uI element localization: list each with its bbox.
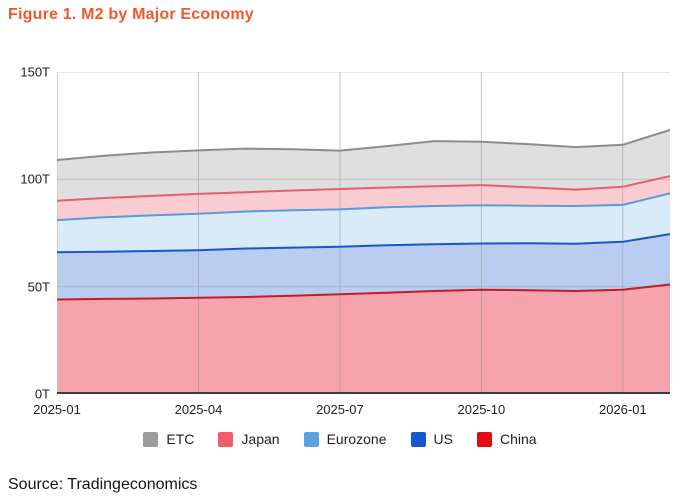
area-china [57, 284, 670, 394]
figure-title: Figure 1. M2 by Major Economy [8, 6, 254, 23]
legend-label: China [499, 431, 537, 447]
series-line-etc [57, 129, 670, 161]
legend-swatch-etc [143, 431, 159, 447]
legend-item-china: China [476, 431, 537, 447]
x-tick-label: 2025-04 [174, 402, 223, 417]
m2-stacked-area-chart: 0T 50T 100T 150T 2025-01 2025-04 2025-07 2025-… [20, 64, 670, 417]
legend-label: Eurozone [326, 431, 387, 447]
legend-item-japan: Japan [218, 431, 280, 447]
legend-label: Japan [241, 431, 280, 447]
x-tick-label: 2025-07 [316, 402, 364, 417]
chart-legend: ETC Japan Eurozone US China [0, 431, 680, 447]
legend-swatch-us [410, 431, 426, 447]
x-tick-label: 2025-10 [457, 402, 506, 417]
source-note: Source: Tradingeconomics [8, 476, 198, 493]
x-tick-label: 2026-01 [598, 402, 647, 417]
x-tick-label: 2025-01 [33, 402, 81, 417]
series-line-china [57, 283, 670, 301]
y-tick-label: 150T [20, 64, 50, 80]
legend-item-us: US [410, 431, 453, 447]
area-eurozone [57, 193, 670, 253]
legend-item-eurozone: Eurozone [303, 431, 387, 447]
legend-label: US [433, 431, 453, 447]
y-tick-label: 50T [27, 279, 50, 295]
plot-area [57, 72, 670, 394]
series-line-japan [57, 175, 670, 202]
y-tick-label: 100T [20, 171, 50, 187]
y-tick-label: 0T [34, 386, 50, 402]
series-line-eurozone [57, 192, 670, 222]
legend-swatch-eurozone [303, 431, 319, 447]
legend-item-etc: ETC [143, 431, 194, 447]
legend-swatch-japan [218, 431, 234, 447]
series-line-us [57, 233, 670, 254]
legend-label: ETC [166, 431, 195, 447]
area-etc [57, 130, 670, 201]
legend-swatch-china [476, 431, 492, 447]
